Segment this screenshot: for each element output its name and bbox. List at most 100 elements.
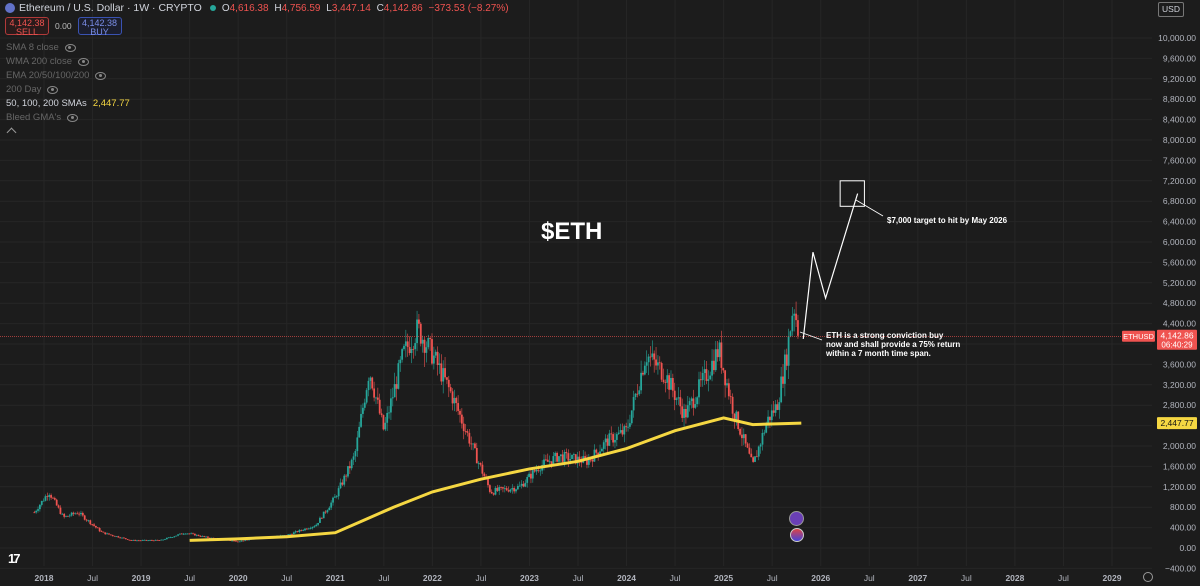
candle-body bbox=[179, 533, 181, 535]
rocket-event-icon[interactable] bbox=[789, 511, 804, 526]
price-tick-label: 6,000.00 bbox=[1163, 237, 1196, 247]
candle-body bbox=[115, 536, 118, 538]
candle-body bbox=[649, 356, 652, 358]
time-tick-label: 2019 bbox=[132, 573, 151, 583]
candle-body bbox=[462, 423, 465, 432]
candle-body bbox=[571, 454, 573, 460]
candle-body bbox=[574, 454, 577, 464]
eye-icon[interactable] bbox=[67, 113, 79, 122]
candle-body bbox=[507, 490, 510, 492]
candle-body bbox=[558, 456, 560, 462]
price-tick-label: 6,400.00 bbox=[1163, 217, 1196, 227]
indicator-bleed-gma[interactable]: Bleed GMA's bbox=[6, 112, 79, 123]
candle-body bbox=[388, 412, 390, 414]
candle-body bbox=[173, 536, 176, 538]
candle-body bbox=[393, 384, 396, 398]
candle-body bbox=[703, 369, 706, 374]
eye-icon[interactable] bbox=[78, 57, 89, 66]
indicator-200-day[interactable]: 200 Day bbox=[6, 84, 59, 95]
candle-body bbox=[472, 443, 474, 445]
candle-body bbox=[522, 483, 525, 487]
candle-body bbox=[365, 390, 368, 403]
candle-body bbox=[502, 487, 504, 489]
time-tick-label: 2025 bbox=[714, 573, 733, 583]
candle-body bbox=[614, 439, 616, 443]
indicator-wma-200[interactable]: WMA 200 close bbox=[6, 56, 89, 67]
candle-body bbox=[192, 533, 194, 535]
gear-icon[interactable] bbox=[1143, 572, 1153, 582]
candle-body bbox=[660, 363, 663, 380]
candle-body bbox=[50, 495, 52, 498]
candle-body bbox=[597, 452, 600, 455]
candle-body bbox=[580, 461, 583, 463]
candle-body bbox=[53, 498, 56, 500]
candle-body bbox=[604, 438, 607, 443]
time-tick-label: 2022 bbox=[423, 573, 442, 583]
candle-body bbox=[759, 444, 762, 447]
candle-body bbox=[300, 529, 303, 531]
price-tick-label: 10,000.00 bbox=[1158, 33, 1196, 43]
candle-body bbox=[350, 459, 353, 469]
candle-body bbox=[556, 452, 558, 462]
candle-body bbox=[322, 511, 325, 519]
indicator-sma-8[interactable]: SMA 8 close bbox=[6, 42, 76, 53]
candle-body bbox=[160, 539, 163, 541]
candle-body bbox=[629, 423, 631, 427]
time-tick-label: Jul bbox=[281, 573, 292, 583]
candle-body bbox=[640, 372, 643, 391]
eye-icon[interactable] bbox=[95, 71, 107, 80]
candle-body bbox=[503, 488, 506, 489]
candle-body bbox=[33, 512, 36, 514]
candle-body bbox=[74, 513, 77, 515]
candle-body bbox=[193, 533, 196, 536]
candle-body bbox=[134, 539, 137, 541]
candle-body bbox=[490, 491, 493, 494]
candle-body bbox=[451, 391, 454, 404]
candle-body bbox=[376, 397, 379, 400]
candle-body bbox=[121, 537, 123, 539]
candle-body bbox=[363, 402, 366, 408]
ethereum-icon bbox=[5, 3, 15, 13]
candlesticks bbox=[33, 301, 799, 543]
price-tick-label: 7,200.00 bbox=[1163, 176, 1196, 186]
candle-body bbox=[408, 347, 411, 354]
candle-body bbox=[509, 489, 512, 492]
candle-body bbox=[793, 313, 796, 316]
sell-button[interactable]: 4,142.38 SELL bbox=[5, 17, 49, 36]
candle-body bbox=[714, 349, 717, 371]
candle-body bbox=[319, 517, 321, 523]
candle-body bbox=[505, 488, 508, 491]
candle-body bbox=[651, 353, 654, 357]
candle-body bbox=[108, 533, 110, 535]
eye-icon[interactable] bbox=[47, 85, 59, 94]
eye-icon[interactable] bbox=[64, 43, 76, 52]
candle-body bbox=[754, 456, 756, 462]
projection-path[interactable] bbox=[802, 193, 859, 339]
candle-body bbox=[686, 405, 689, 418]
candle-body bbox=[201, 535, 204, 537]
candle-body bbox=[666, 375, 669, 383]
candle-body bbox=[373, 388, 376, 398]
target-box[interactable] bbox=[839, 180, 865, 207]
last-price-symbol-tag bbox=[1122, 330, 1155, 342]
candle-body bbox=[109, 534, 112, 536]
ohlc-open: 4,616.38 bbox=[229, 2, 269, 14]
indicator-smas[interactable]: 50, 100, 200 SMAs 2,447.77 bbox=[6, 98, 130, 109]
candle-body bbox=[315, 524, 318, 527]
currency-selector[interactable]: USD bbox=[1158, 2, 1184, 17]
candle-body bbox=[526, 476, 529, 483]
candle-body bbox=[642, 372, 644, 375]
candle-body bbox=[313, 526, 316, 528]
candle-body bbox=[403, 345, 405, 350]
time-tick-label: 2020 bbox=[229, 573, 248, 583]
symbol-title[interactable]: Ethereum / U.S. Dollar · 1W · CRYPTO bbox=[19, 2, 202, 14]
time-tick-label: Jul bbox=[378, 573, 389, 583]
time-tick-label: Jul bbox=[670, 573, 681, 583]
buy-button[interactable]: 4,142.38 BUY bbox=[77, 17, 122, 36]
indicator-ema-set[interactable]: EMA 20/50/100/200 bbox=[6, 70, 107, 81]
candle-body bbox=[111, 534, 114, 536]
candle-body bbox=[610, 433, 613, 435]
us-flag-event-icon[interactable] bbox=[790, 528, 804, 542]
time-tick-label: Jul bbox=[767, 573, 778, 583]
